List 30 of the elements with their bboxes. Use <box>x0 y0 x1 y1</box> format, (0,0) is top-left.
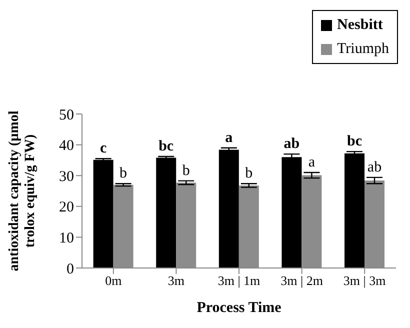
x-tick-label: 3m | 1m <box>218 273 260 288</box>
data-label: b <box>120 166 128 182</box>
x-axis-title: Process Time <box>196 300 282 316</box>
bar <box>344 153 365 268</box>
bar <box>218 150 239 268</box>
data-label: b <box>245 166 253 182</box>
y-axis-title: antioxidant capacity (µmol trolox equiv/g FW) <box>7 110 38 272</box>
data-label: b <box>182 162 190 179</box>
x-tick-label: 3m | 2m <box>280 273 323 288</box>
data-label: ab <box>367 159 382 176</box>
y-tick-label: 0 <box>66 261 74 278</box>
legend-label: Nesbitt <box>337 16 383 35</box>
y-tick-label: 50 <box>59 107 74 124</box>
x-tick-label: 3m | 3m <box>343 273 386 288</box>
y-tick-label: 30 <box>59 168 74 185</box>
bar <box>156 158 176 268</box>
data-label: bc <box>347 134 362 150</box>
bar <box>93 160 114 268</box>
data-label: a <box>225 130 234 146</box>
data-label: ab <box>284 136 300 152</box>
legend-label: Triumph <box>337 40 389 59</box>
y-tick-label: 40 <box>59 138 74 154</box>
bar <box>282 157 302 268</box>
data-label: c <box>100 140 107 157</box>
x-tick-label: 0m <box>105 273 122 288</box>
data-label: a <box>308 154 316 171</box>
y-tick-label: 10 <box>59 230 74 247</box>
y-tick-label: 20 <box>59 200 74 216</box>
data-label: bc <box>158 138 174 155</box>
x-tick-label: 3m <box>168 273 185 288</box>
